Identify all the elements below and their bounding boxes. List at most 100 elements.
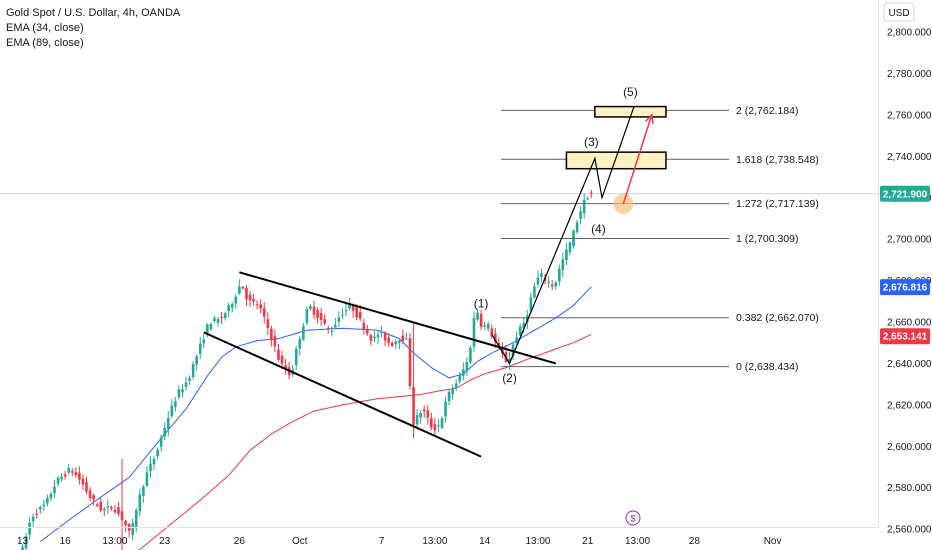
candle-body[interactable] (195, 356, 198, 365)
candle-body[interactable] (376, 335, 380, 338)
ema34-badge[interactable] (880, 279, 930, 296)
candle-body[interactable] (358, 312, 362, 319)
candle-body[interactable] (415, 415, 419, 425)
candle-body[interactable] (440, 418, 444, 428)
candle-body[interactable] (582, 199, 586, 214)
candle-body[interactable] (369, 335, 373, 341)
candle-body[interactable] (241, 286, 245, 289)
candle-body[interactable] (401, 335, 405, 341)
candle-body[interactable] (362, 322, 366, 330)
candle-body[interactable] (159, 437, 163, 447)
candle-body[interactable] (49, 493, 53, 499)
channel-lower-line[interactable] (203, 331, 482, 458)
candle-body[interactable] (134, 510, 138, 528)
candle-body[interactable] (220, 317, 223, 319)
time-axis[interactable]: 13 16 13:00 23 26 Oct 7 13:00 14 13:00 21 13:00 28 No… (0, 510, 878, 547)
earnings-icon[interactable]: $ (625, 510, 641, 526)
candle-body[interactable] (526, 315, 529, 322)
drawings-layer[interactable]: (1) (2) (3) (4) (5) (203, 85, 667, 458)
candle-body[interactable] (152, 458, 156, 465)
candle-body[interactable] (156, 449, 159, 456)
candle-body[interactable] (46, 497, 49, 504)
candle-body[interactable] (305, 309, 309, 323)
candle-body[interactable] (230, 303, 234, 308)
candle-body[interactable] (518, 326, 522, 335)
symbol-title[interactable]: Gold Spot / U.S. Dollar, 4h, OANDA (6, 7, 181, 19)
candle-body[interactable] (533, 286, 536, 298)
candle-body[interactable] (198, 343, 202, 354)
candle-body[interactable] (85, 481, 88, 492)
target-zone[interactable] (565, 151, 667, 170)
candle-body[interactable] (323, 319, 326, 324)
candle-body[interactable] (458, 374, 462, 382)
candle-body[interactable] (454, 383, 458, 389)
candle-body[interactable] (202, 339, 206, 344)
candle-body[interactable] (298, 338, 302, 349)
candle-body[interactable] (245, 287, 248, 300)
candle-body[interactable] (28, 523, 31, 535)
candle-body[interactable] (170, 405, 174, 417)
candle-body[interactable] (483, 325, 486, 327)
candle-body[interactable] (124, 520, 127, 526)
candle-body[interactable] (88, 490, 92, 498)
candle-body[interactable] (67, 467, 71, 473)
candle-body[interactable] (586, 198, 590, 200)
candle-body[interactable] (53, 486, 56, 494)
candle-body[interactable] (266, 319, 270, 328)
candle-body[interactable] (42, 504, 46, 507)
candle-body[interactable] (106, 506, 110, 508)
candle-body[interactable] (426, 410, 430, 418)
candle-body[interactable] (316, 310, 319, 319)
candle-body[interactable] (209, 324, 213, 330)
candle-body[interactable] (494, 333, 497, 343)
candle-body[interactable] (373, 336, 376, 339)
candle-body[interactable] (110, 506, 113, 509)
candle-body[interactable] (465, 362, 469, 371)
candle-body[interactable] (163, 427, 166, 437)
price-axis[interactable]: USD 2,560.000 2,580.000 2,600.000 2,620.000 2… (878, 0, 932, 550)
candle-body[interactable] (166, 418, 170, 429)
candle-body[interactable] (561, 259, 565, 271)
candle-body[interactable] (213, 318, 216, 322)
candle-body[interactable] (216, 319, 220, 323)
candle-body[interactable] (99, 502, 103, 511)
candle-body[interactable] (337, 317, 341, 322)
candle-body[interactable] (508, 358, 511, 364)
channel-upper-line[interactable] (239, 271, 557, 365)
candles-layer[interactable] (21, 189, 593, 550)
candle-body[interactable] (74, 472, 78, 476)
candle-body[interactable] (522, 322, 526, 328)
candle-body[interactable] (451, 388, 454, 395)
candle-body[interactable] (227, 304, 230, 311)
candle-body[interactable] (422, 409, 426, 412)
candle-body[interactable] (387, 337, 390, 344)
candle-body[interactable] (81, 478, 85, 485)
candle-body[interactable] (92, 495, 95, 500)
candle-body[interactable] (273, 336, 277, 347)
last-price-badge[interactable] (880, 185, 930, 202)
candle-body[interactable] (394, 341, 398, 345)
candle-body[interactable] (568, 242, 572, 253)
candle-body[interactable] (515, 337, 518, 344)
candle-body[interactable] (188, 378, 191, 381)
candle-body[interactable] (590, 192, 593, 194)
candle-body[interactable] (262, 308, 266, 317)
candle-body[interactable] (334, 324, 337, 328)
projection-arrow[interactable] (622, 114, 653, 205)
candle-body[interactable] (35, 513, 39, 515)
candle-body[interactable] (31, 516, 35, 522)
candle-body[interactable] (472, 318, 476, 347)
candle-body[interactable] (38, 507, 42, 510)
candle-body[interactable] (191, 364, 195, 378)
ema89-legend[interactable]: EMA (89, close) (6, 37, 84, 49)
candle-body[interactable] (142, 486, 145, 497)
candle-body[interactable] (78, 472, 81, 480)
candle-body[interactable] (558, 268, 561, 282)
candle-body[interactable] (540, 273, 543, 277)
candle-body[interactable] (326, 327, 330, 330)
candle-body[interactable] (63, 474, 67, 477)
ema89-badge[interactable] (880, 328, 930, 345)
candle-body[interactable] (312, 306, 316, 315)
candle-body[interactable] (24, 536, 28, 549)
candle-body[interactable] (206, 324, 209, 336)
